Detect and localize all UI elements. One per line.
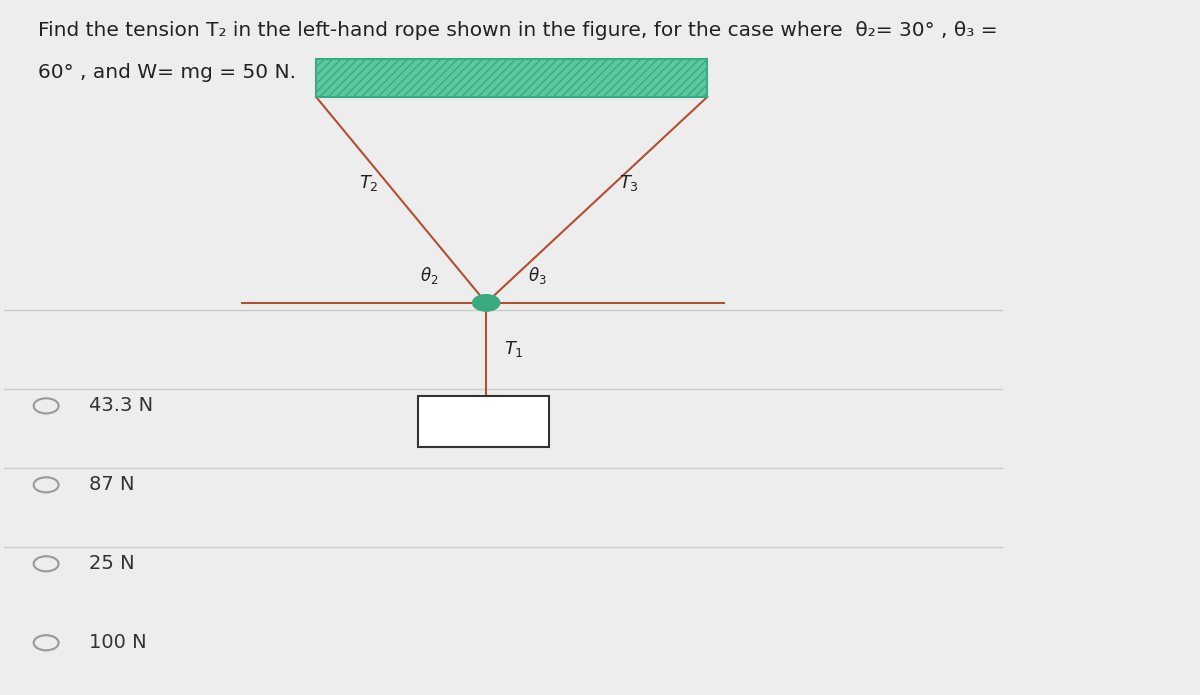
Text: 43.3 N: 43.3 N <box>89 396 154 416</box>
Text: 60° , and W= mg = 50 N.: 60° , and W= mg = 50 N. <box>38 63 296 81</box>
Text: $T_1$: $T_1$ <box>504 339 524 359</box>
Text: $T_2$: $T_2$ <box>359 172 378 193</box>
Polygon shape <box>316 59 707 97</box>
Polygon shape <box>418 395 548 447</box>
Text: Find the tension T₂ in the left-hand rope shown in the figure, for the case wher: Find the tension T₂ in the left-hand rop… <box>38 22 998 40</box>
Text: $\theta_3$: $\theta_3$ <box>528 265 546 286</box>
Circle shape <box>473 295 499 311</box>
Text: 25 N: 25 N <box>89 555 134 573</box>
Text: 87 N: 87 N <box>89 475 134 494</box>
Text: $\theta_2$: $\theta_2$ <box>420 265 439 286</box>
Text: W: W <box>433 412 452 430</box>
Text: $T_3$: $T_3$ <box>619 172 640 193</box>
Text: 100 N: 100 N <box>89 633 146 653</box>
